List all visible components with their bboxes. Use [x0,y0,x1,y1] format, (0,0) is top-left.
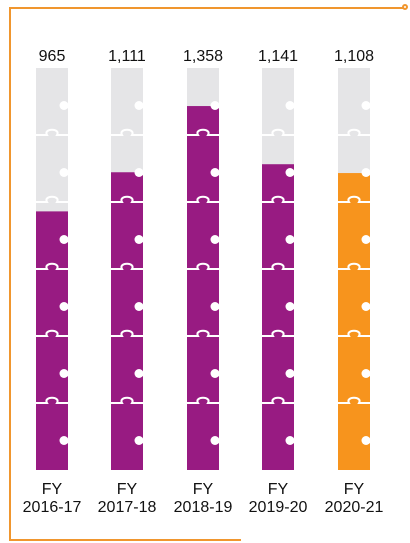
x-tick-label: 2018-19 [174,499,233,516]
x-tick-label: FY [42,481,63,498]
bar-column [36,68,68,470]
bar [187,106,219,470]
bar-column [338,68,370,470]
bar [262,164,294,470]
bar [36,211,68,470]
x-tick-label: FY [193,481,214,498]
puzzle-piece-lines [187,101,219,445]
bar-column [262,68,294,470]
bar [338,173,370,470]
bar-column [187,68,219,470]
frame-bottom-border [9,539,241,541]
data-label: 1,358 [183,48,223,65]
frame-left-border [9,7,11,541]
puzzle-piece-lines [111,101,143,445]
bar-column [111,68,143,470]
puzzle-piece-lines [262,101,294,445]
data-label: 1,108 [334,48,374,65]
x-tick-label: 2016-17 [23,499,82,516]
x-tick-label: FY [117,481,138,498]
x-tick-label: 2020-21 [325,499,384,516]
puzzle-piece-lines [338,101,370,445]
x-tick-label: 2017-18 [98,499,157,516]
x-tick-label: 2019-20 [249,499,308,516]
frame-corner-circle [402,4,408,10]
x-tick-label: FY [268,481,289,498]
frame-top-border [9,7,405,9]
bar [111,172,143,470]
data-label: 1,111 [108,48,146,65]
x-tick-label: FY [344,481,365,498]
data-label: 965 [39,48,66,65]
puzzle-piece-lines [36,101,68,445]
data-label: 1,141 [258,48,298,65]
